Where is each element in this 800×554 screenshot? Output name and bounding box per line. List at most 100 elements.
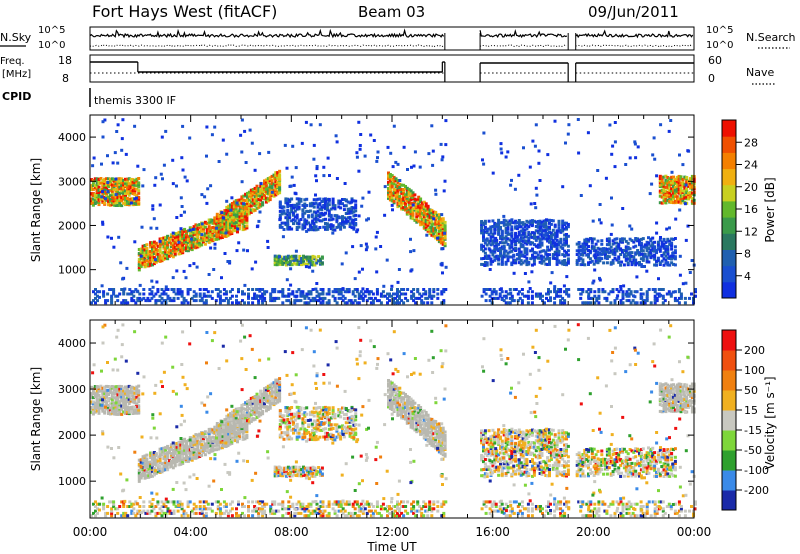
power-cell xyxy=(635,275,639,279)
power-cell xyxy=(482,244,485,248)
power-cell xyxy=(439,233,443,237)
power-cell xyxy=(142,288,146,291)
power-cell xyxy=(639,257,643,261)
power-cell xyxy=(324,197,327,201)
power-cell xyxy=(110,195,114,199)
power-cell xyxy=(645,255,649,259)
power-cell xyxy=(407,200,411,204)
power-cell xyxy=(273,296,277,300)
power-cell xyxy=(609,232,613,236)
power-cell xyxy=(110,183,114,187)
power-cell xyxy=(90,184,93,188)
velocity-cell xyxy=(97,406,101,410)
power-cell xyxy=(95,179,99,183)
velocity-cell xyxy=(179,462,183,466)
power-cell xyxy=(253,204,257,208)
velocity-cell xyxy=(129,399,133,403)
power-cell xyxy=(311,299,315,303)
power-cell xyxy=(308,202,312,206)
power-cell xyxy=(243,129,247,133)
power-cell xyxy=(504,223,508,227)
power-cell xyxy=(259,198,263,202)
velocity-cell xyxy=(91,386,95,390)
power-cell xyxy=(151,204,155,208)
power-cell xyxy=(314,225,318,229)
power-cell xyxy=(288,216,292,220)
velocity-cell xyxy=(124,389,127,393)
power-cell xyxy=(166,294,170,298)
velocity-cell xyxy=(143,466,147,470)
power-cell xyxy=(196,231,200,235)
power-cell xyxy=(375,230,379,234)
power-cell xyxy=(283,143,287,147)
power-cell xyxy=(154,299,158,303)
power-cell xyxy=(670,181,674,185)
power-cell xyxy=(272,193,276,197)
power-cell xyxy=(519,225,523,229)
colorbar-swatch xyxy=(722,265,736,283)
power-cell xyxy=(107,177,110,181)
power-cell xyxy=(662,238,666,242)
power-cell xyxy=(583,251,587,255)
power-cell xyxy=(518,290,521,294)
power-cell xyxy=(621,237,624,241)
power-cell xyxy=(681,177,685,181)
power-cell xyxy=(121,277,125,281)
power-cell xyxy=(207,229,211,233)
power-cell xyxy=(562,284,566,288)
power-cell xyxy=(149,241,153,245)
power-cell xyxy=(593,301,597,305)
power-cell xyxy=(106,190,110,194)
power-cell xyxy=(404,207,407,211)
power-cell xyxy=(605,237,609,241)
noise-tick-top-left: 10^5 xyxy=(38,25,65,36)
power-cell xyxy=(124,203,127,207)
power-cell xyxy=(142,168,146,172)
velocity-cell xyxy=(185,450,188,454)
power-cell xyxy=(672,256,675,260)
power-cell xyxy=(376,150,380,154)
power-cell xyxy=(548,236,551,240)
velocity-cell xyxy=(137,384,141,388)
velocity-cell xyxy=(118,410,122,414)
power-cell xyxy=(426,296,430,300)
power-cell xyxy=(442,299,446,303)
power-cell xyxy=(91,194,95,197)
power-cell xyxy=(275,257,279,261)
power-cell xyxy=(257,301,261,305)
noise-tick-bottom-left: 10^0 xyxy=(38,40,65,51)
power-cell xyxy=(638,241,641,245)
power-cell xyxy=(683,202,687,206)
velocity-cell xyxy=(133,388,137,392)
power-cell xyxy=(548,257,551,260)
power-cell xyxy=(274,183,278,187)
power-cell xyxy=(561,185,565,189)
power-cell xyxy=(301,208,305,212)
power-cell xyxy=(492,296,496,300)
power-cell xyxy=(357,292,361,296)
power-cell xyxy=(576,118,580,121)
power-cell xyxy=(581,253,585,257)
power-cell xyxy=(359,290,363,294)
power-cell xyxy=(333,204,337,208)
power-cell xyxy=(684,183,688,187)
power-cell xyxy=(638,243,641,247)
power-cell xyxy=(424,226,428,229)
power-cell xyxy=(480,223,484,227)
power-cell xyxy=(666,250,670,254)
power-cell xyxy=(130,296,134,300)
power-cell xyxy=(244,161,248,164)
power-cell xyxy=(279,262,283,266)
power-cell xyxy=(263,187,266,191)
power-cell xyxy=(285,260,288,264)
power-cell xyxy=(667,129,671,133)
power-cell xyxy=(124,199,127,203)
power-cell xyxy=(321,299,325,303)
power-cell xyxy=(339,290,343,294)
power-cell xyxy=(410,294,414,298)
power-cell xyxy=(315,167,319,171)
power-cell xyxy=(398,204,402,208)
power-cell xyxy=(532,231,536,235)
power-cell xyxy=(116,294,120,298)
power-cell xyxy=(315,165,319,168)
